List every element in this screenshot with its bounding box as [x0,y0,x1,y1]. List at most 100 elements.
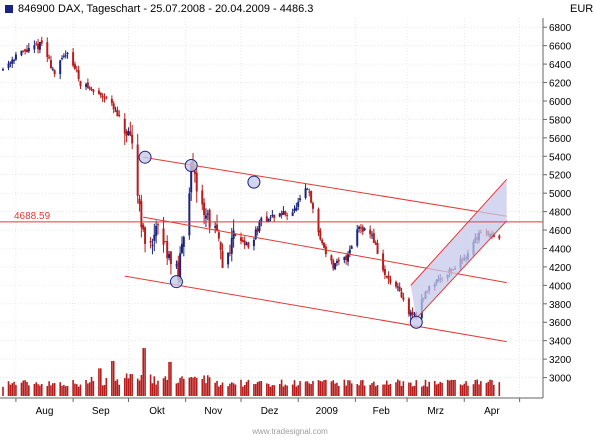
volume-bar [337,386,340,396]
candle-body [9,62,12,64]
volume-bar [20,382,23,396]
candle-body [317,209,320,233]
candle-body [64,55,67,57]
candle-body [46,42,49,57]
downtrend-upper-line [143,156,507,217]
y-tick-label: 6000 [549,97,572,108]
volume-bar [439,381,442,396]
candle-body [2,69,4,71]
volume-bar [441,382,443,396]
volume-bar [334,383,336,396]
volume-bar [476,379,478,396]
volume-bar [330,381,333,396]
y-tick-label: 4000 [549,281,572,292]
volume-bar [153,376,156,396]
volume-bar [317,380,320,396]
candle-body [25,49,28,53]
volume-bar [260,380,263,396]
volume-bar [79,384,82,396]
candle-body [369,229,372,235]
candle-body [195,172,198,192]
y-tick-label: 5400 [549,152,572,163]
volume-bar [312,381,314,396]
volume-bar [382,384,384,396]
candle-body [310,191,313,203]
volume-bar [7,381,10,396]
volume-bar [325,379,327,396]
candle-body [99,92,102,96]
candle-body [182,236,185,247]
volume-bar [454,379,456,396]
volume-bar [358,385,360,396]
candle-body [402,297,405,300]
volume-bar [306,381,309,396]
candle-body [252,239,255,246]
volume-bar [310,384,312,396]
candle-body [383,268,386,275]
candle-body [127,130,130,135]
volume-bar [421,386,423,396]
y-tick-label: 4200 [549,263,572,274]
candle-body [234,233,237,236]
candle-body [20,50,23,56]
candle-body [37,43,40,50]
volume-bar [112,360,115,396]
candle-body [180,243,183,253]
volume-bar [297,385,299,396]
volume-bar [374,386,377,396]
volume-bar [87,383,89,396]
volume-bar [24,380,26,396]
volume-bar [280,379,283,396]
candle-body [105,97,108,99]
x-tick-label: Okt [149,406,165,417]
candle-body [240,237,243,241]
volume-bar [413,385,416,396]
volume-bar [323,380,325,396]
volume-bar [170,361,172,396]
candle-body [372,233,375,243]
volume-bar [218,386,220,396]
volume-bar [284,384,287,396]
volume-bar [227,386,229,396]
pivot-marker [247,175,261,189]
volume-bar [219,384,222,396]
volume-bar [101,385,104,396]
x-tick-label: Mrz [427,406,444,417]
volume-bar [111,360,113,396]
volume-bar [332,380,335,396]
volume-bar [142,348,145,396]
x-tick-label: 2009 [316,406,339,417]
candle-body [179,253,182,282]
candle-body [335,261,338,264]
volume-bar [389,384,392,396]
volume-bar [343,379,346,396]
volume-bar [291,384,294,396]
volume-bar [33,383,36,396]
volume-bar [37,384,39,396]
volume-bar [103,384,106,396]
candle-body [293,208,296,211]
candle-body [90,89,93,91]
candle-body [138,198,141,205]
volume-bar [118,384,121,396]
candle-body [256,228,259,232]
candle-body [306,189,309,191]
volume-bar [230,382,233,396]
uptrend-lower-line [415,220,508,319]
volume-bar [304,381,307,396]
volume-bar [266,383,268,396]
y-tick-label: 3600 [549,318,572,329]
volume-bar [409,382,412,396]
volume-bar [168,361,170,396]
volume-bar [92,380,95,396]
candle-body [101,95,104,98]
volume-bar [472,384,475,396]
volume-bar [63,384,65,396]
candle-body [284,211,287,215]
volume-bar [13,381,15,396]
candle-body [201,190,204,205]
candle-body [22,50,25,52]
volume-bar [61,385,63,396]
candle-body [123,118,126,134]
volume-bar [46,386,49,396]
